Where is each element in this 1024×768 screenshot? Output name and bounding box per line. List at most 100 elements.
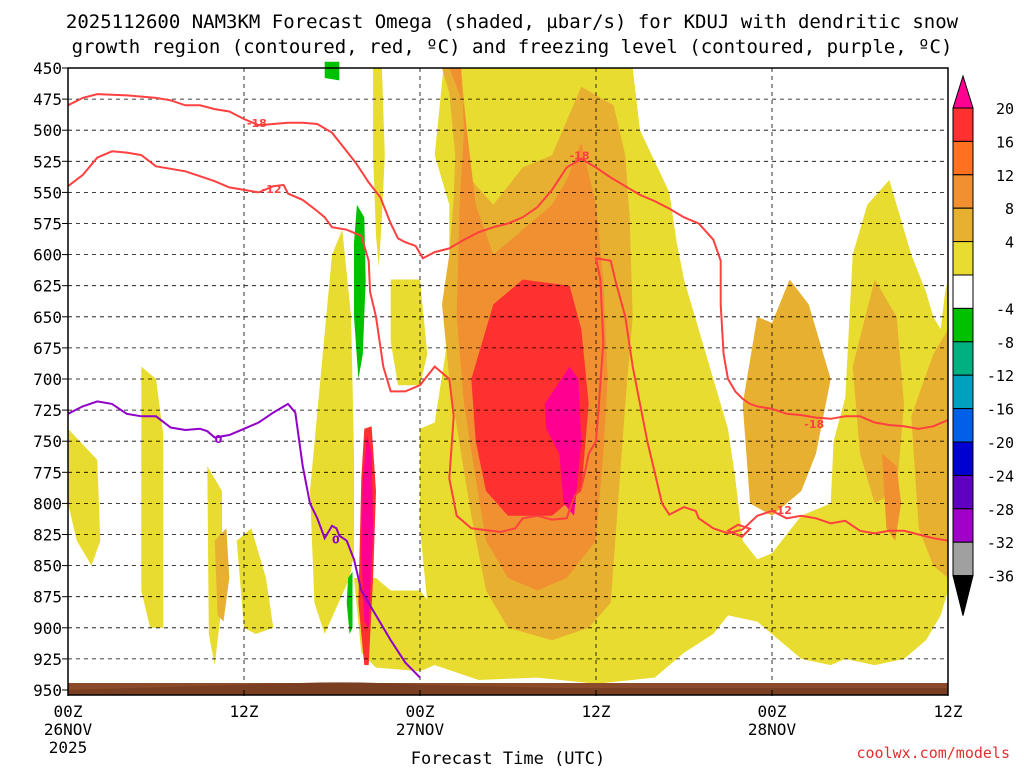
- colorbar-segment-12: [952, 474, 974, 510]
- y-tick-label-875: 875: [33, 588, 62, 607]
- omega-region-11: [852, 279, 904, 504]
- y-tick-label-950: 950: [33, 681, 62, 700]
- colorbar-segment-1: [952, 107, 974, 142]
- colorbar-label-4: 4: [1005, 234, 1014, 252]
- y-tick-label-700: 700: [33, 370, 62, 389]
- x-tick-label-0-0: 00Z: [54, 702, 83, 721]
- colorbar-label-11: -28: [987, 501, 1014, 519]
- colorbar-bottom-arrow: [952, 575, 974, 616]
- colorbar-segment-10: [952, 408, 974, 443]
- x-tick-label-60-0: 12Z: [934, 702, 963, 721]
- y-tick-label-725: 725: [33, 401, 62, 420]
- omega-region-12: [911, 329, 948, 578]
- omega-region-22: [346, 571, 353, 634]
- omega-region-1: [141, 366, 164, 628]
- omega-region-4: [310, 229, 354, 634]
- x-tick-label-0-2: 2025: [49, 738, 88, 757]
- y-tick-label-475: 475: [33, 90, 62, 109]
- contour-label-m12_right: -12: [772, 504, 792, 517]
- contour-label-m18_left: -18: [247, 117, 267, 130]
- omega-region-3: [236, 528, 274, 634]
- colorbar-label-9: -20: [987, 434, 1014, 452]
- y-tick-label-750: 750: [33, 432, 62, 451]
- omega-region-20: [324, 61, 340, 81]
- y-axis: 450 475 500 525 550 575 600 625 650 675 700 725 750 7…: [33, 59, 68, 700]
- contour-dendritic-m18: [67, 93, 949, 430]
- chart-title-line-2: growth region (contoured, red, ºC) and f…: [72, 36, 953, 58]
- omega-region-16: [471, 279, 589, 516]
- grid-lines: [68, 68, 948, 690]
- x-tick-label-0-1: 26NOV: [44, 720, 93, 739]
- plot-area: -18 -12 -18 -18 -12 0 0: [67, 61, 949, 696]
- contour-label-zero_b: 0: [332, 534, 340, 547]
- omega-region-6: [373, 68, 385, 267]
- terrain-surface: [68, 682, 948, 695]
- colorbar-segment-11: [952, 441, 974, 476]
- y-tick-label-450: 450: [33, 59, 62, 78]
- omega-region-18: [544, 366, 582, 516]
- colorbar-label-13: -36: [987, 568, 1014, 586]
- contour-label-m12_left: -12: [262, 183, 282, 196]
- colorbar-segment-7: [952, 307, 974, 343]
- y-tick-label-625: 625: [33, 277, 62, 296]
- y-tick-label-825: 825: [33, 526, 62, 545]
- colorbar-label-2: 12: [996, 167, 1014, 185]
- contour-label-m18_mid: -18: [570, 149, 590, 162]
- omega-region-10: [742, 279, 831, 516]
- watermark: coolwx.com/models: [856, 744, 1010, 762]
- colorbar-label-7: -12: [987, 367, 1014, 385]
- colorbar-segment-6: [952, 274, 974, 309]
- omega-region-0: [68, 428, 101, 566]
- contour-label-m18_right: -18: [804, 418, 824, 431]
- colorbar-segment-4: [952, 207, 974, 243]
- y-tick-label-575: 575: [33, 215, 62, 234]
- omega-shading: [68, 61, 948, 684]
- colorbar-top-arrow: [952, 74, 974, 109]
- colorbar-label-12: -32: [987, 534, 1014, 552]
- contour-label-zero_a: 0: [215, 433, 223, 446]
- colorbar-segment-2: [952, 140, 974, 176]
- y-tick-label-500: 500: [33, 121, 62, 140]
- contour-dendritic-loop: [725, 523, 752, 538]
- plot-frame: [67, 67, 949, 696]
- colorbar-label-6: -8: [996, 334, 1014, 352]
- colorbar: 20 16 12 8 4 -4 -8 -12 -16 -20 -24 -28 -32 -36: [952, 74, 1014, 616]
- y-tick-label-925: 925: [33, 650, 62, 669]
- colorbar-label-10: -24: [987, 467, 1014, 485]
- x-tick-label-12-0: 12Z: [230, 702, 259, 721]
- colorbar-segment-14: [952, 541, 974, 577]
- y-tick-label-600: 600: [33, 246, 62, 265]
- omega-region-13: [214, 528, 230, 622]
- y-tick-label-550: 550: [33, 183, 62, 202]
- y-tick-label-850: 850: [33, 557, 62, 576]
- y-tick-label-675: 675: [33, 339, 62, 358]
- omega-region-5: [354, 578, 435, 672]
- y-tick-label-900: 900: [33, 619, 62, 638]
- colorbar-label-3: 8: [1005, 200, 1014, 218]
- colorbar-segment-13: [952, 508, 974, 543]
- y-tick-label-775: 775: [33, 463, 62, 482]
- colorbar-label-0: 20: [996, 100, 1014, 118]
- x-tick-label-24-1: 27NOV: [396, 720, 445, 739]
- colorbar-segment-8: [952, 341, 974, 376]
- y-tick-label-800: 800: [33, 494, 62, 513]
- colorbar-segment-3: [952, 174, 974, 209]
- omega-region-19: [361, 435, 374, 628]
- chart-title-line-1: 2025112600 NAM3KM Forecast Omega (shaded…: [66, 11, 959, 33]
- colorbar-label-1: 16: [996, 133, 1014, 151]
- x-tick-label-24-0: 00Z: [406, 702, 435, 721]
- omega-region-7: [390, 279, 428, 386]
- colorbar-label-8: -16: [987, 401, 1014, 419]
- x-tick-label-36-0: 12Z: [582, 702, 611, 721]
- omega-region-21: [354, 204, 366, 379]
- x-tick-label-48-1: 28NOV: [748, 720, 797, 739]
- colorbar-label-5: -4: [996, 300, 1014, 318]
- x-tick-label-48-0: 00Z: [758, 702, 787, 721]
- y-tick-label-525: 525: [33, 152, 62, 171]
- contour-dendritic-m12: [67, 150, 949, 542]
- contours: -18 -12 -18 -18 -12 0 0: [67, 93, 949, 679]
- y-tick-label-650: 650: [33, 308, 62, 327]
- colorbar-segment-9: [952, 374, 974, 410]
